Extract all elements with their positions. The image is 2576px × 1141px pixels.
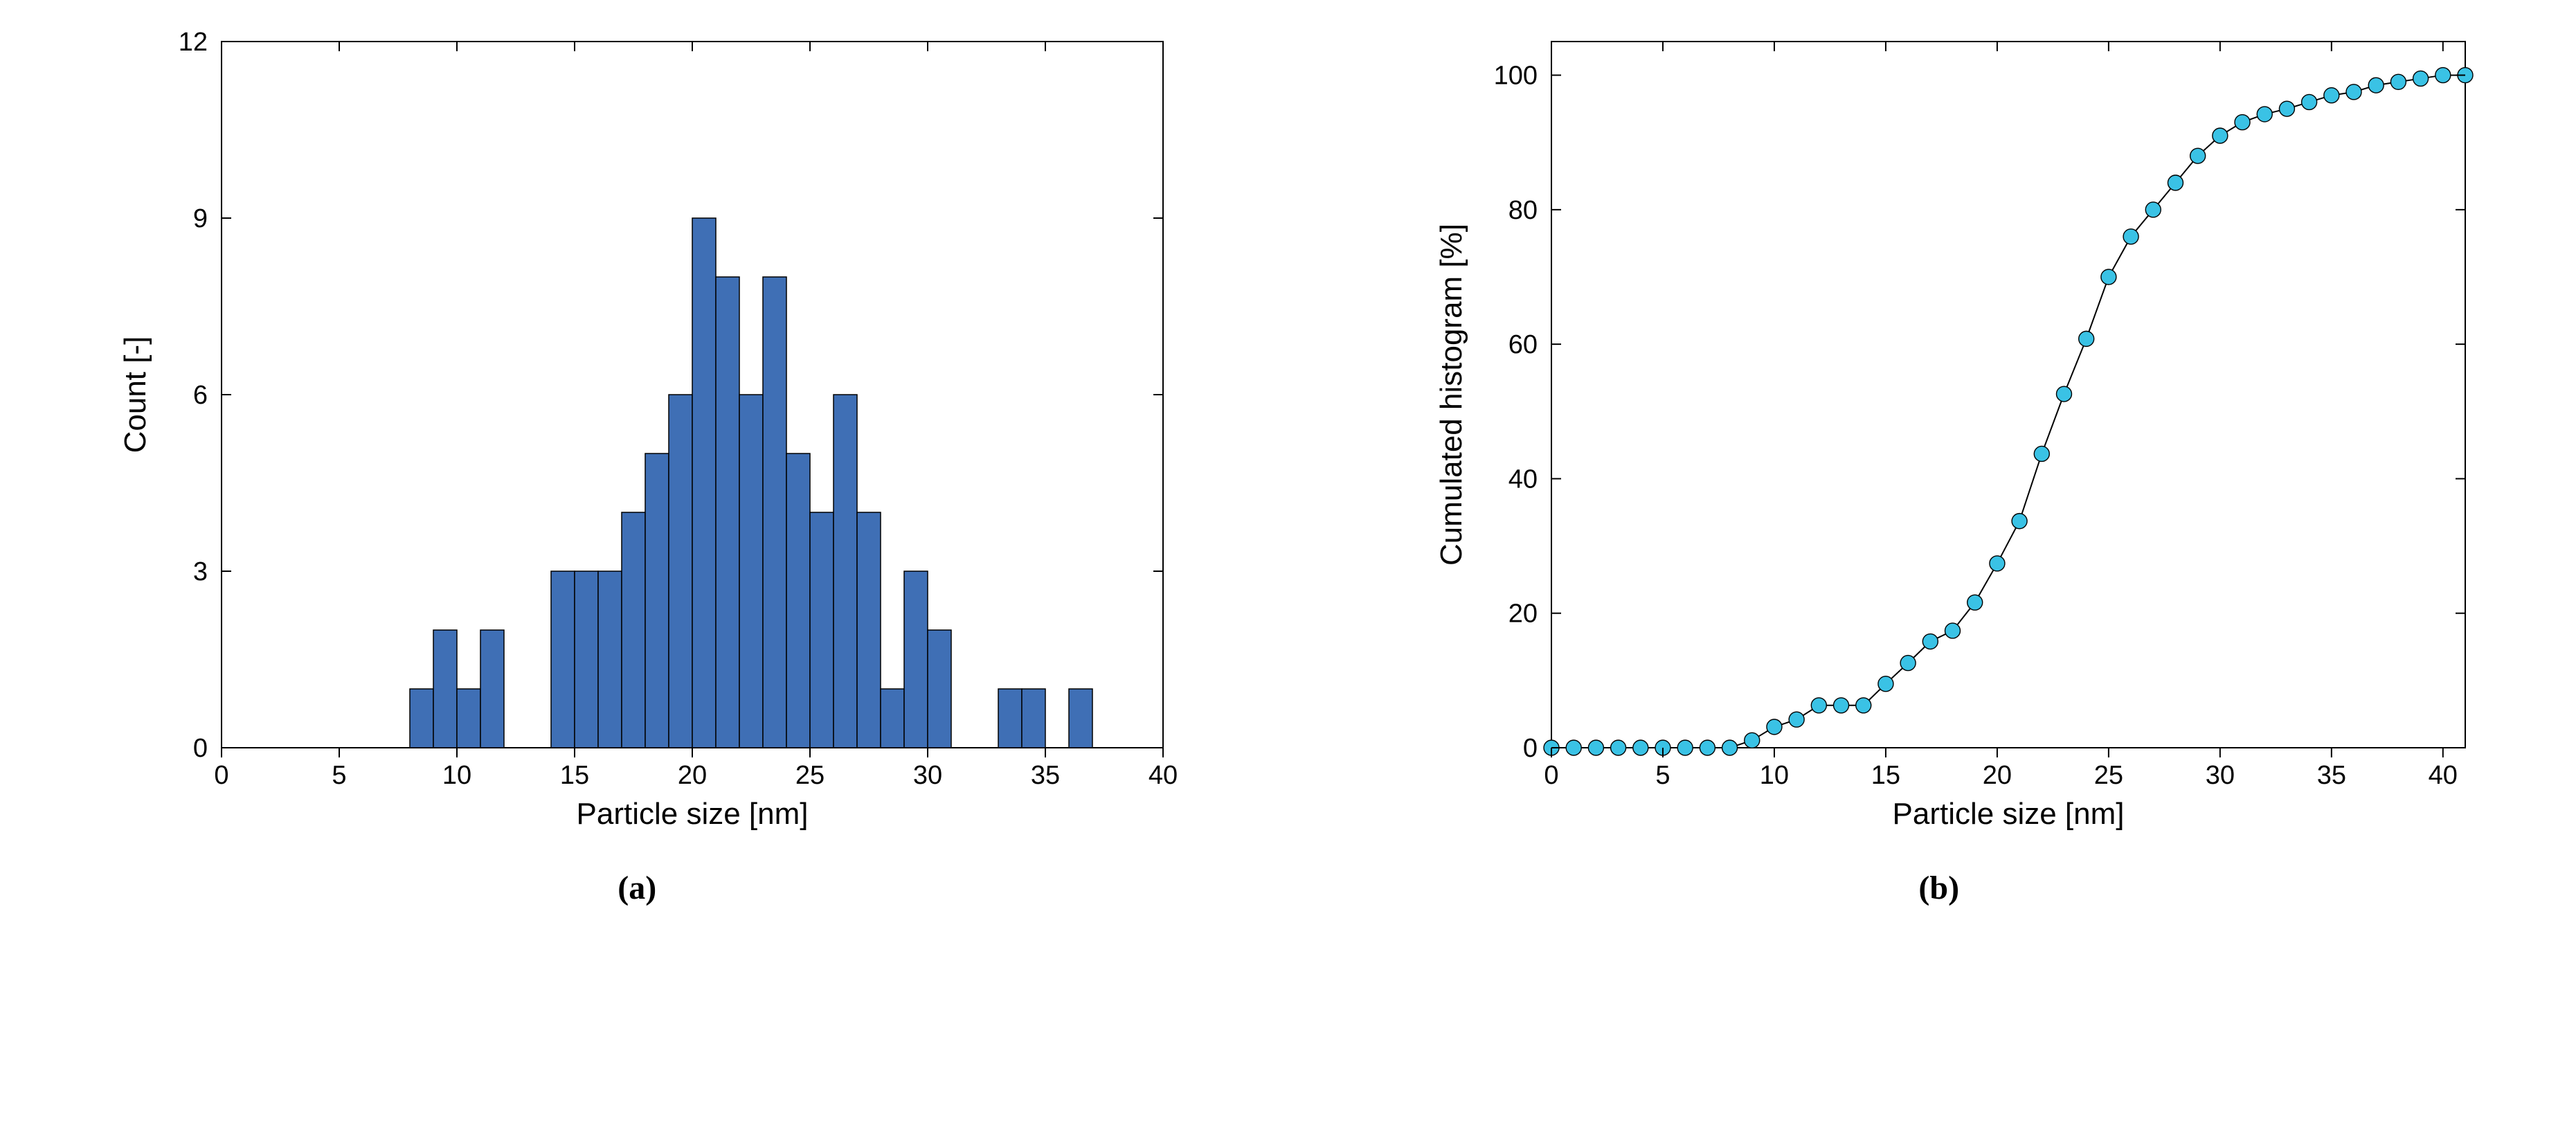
svg-text:5: 5 <box>332 761 347 790</box>
svg-text:60: 60 <box>1508 330 1537 359</box>
svg-text:15: 15 <box>560 761 589 790</box>
histogram-sublabel: (a) <box>618 869 656 907</box>
svg-text:0: 0 <box>215 761 229 790</box>
svg-text:40: 40 <box>2428 761 2457 790</box>
svg-text:30: 30 <box>2205 761 2234 790</box>
svg-text:5: 5 <box>1655 761 1670 790</box>
svg-text:30: 30 <box>913 761 942 790</box>
cumulative-svg: 0 5 10 15 20 25 30 35 40 0 20 40 60 80 100 Particle siz… <box>1385 14 2493 845</box>
svg-text:35: 35 <box>1031 761 1060 790</box>
svg-text:Particle size [nm]: Particle size [nm] <box>577 797 809 831</box>
svg-text:20: 20 <box>678 761 707 790</box>
histogram-panel: 0 5 10 15 20 25 30 35 40 0 3 6 9 12 Particle size [nm]… <box>83 14 1191 907</box>
svg-text:40: 40 <box>1149 761 1178 790</box>
svg-text:0: 0 <box>193 734 208 763</box>
svg-text:6: 6 <box>193 381 208 410</box>
svg-text:10: 10 <box>442 761 471 790</box>
svg-text:Count [-]: Count [-] <box>118 336 152 453</box>
svg-text:15: 15 <box>1871 761 1900 790</box>
svg-text:100: 100 <box>1493 62 1537 91</box>
svg-text:3: 3 <box>193 557 208 586</box>
svg-text:9: 9 <box>193 204 208 233</box>
svg-text:25: 25 <box>795 761 825 790</box>
svg-text:20: 20 <box>1508 600 1537 629</box>
svg-text:0: 0 <box>1544 761 1558 790</box>
histogram-svg: 0 5 10 15 20 25 30 35 40 0 3 6 9 12 Particle size [nm]… <box>83 14 1191 845</box>
svg-text:35: 35 <box>2316 761 2345 790</box>
figure-container: 0 5 10 15 20 25 30 35 40 0 3 6 9 12 Particle size [nm]… <box>14 14 2562 907</box>
histogram-chart: 0 5 10 15 20 25 30 35 40 0 3 6 9 12 Particle size [nm]… <box>83 14 1191 848</box>
svg-text:80: 80 <box>1508 196 1537 225</box>
svg-text:20: 20 <box>1983 761 2012 790</box>
svg-text:Particle size [nm]: Particle size [nm] <box>1892 797 2124 831</box>
cumulative-panel: 0 5 10 15 20 25 30 35 40 0 20 40 60 80 100 Particle siz… <box>1385 14 2493 907</box>
svg-text:12: 12 <box>179 28 208 57</box>
cumulative-sublabel: (b) <box>1918 869 1959 907</box>
svg-text:0: 0 <box>1523 734 1538 763</box>
svg-text:40: 40 <box>1508 465 1537 494</box>
svg-text:25: 25 <box>2093 761 2123 790</box>
svg-text:Cumulated histogram [%]: Cumulated histogram [%] <box>1434 224 1468 566</box>
cumulative-chart: 0 5 10 15 20 25 30 35 40 0 20 40 60 80 100 Particle siz… <box>1385 14 2493 848</box>
svg-text:10: 10 <box>1760 761 1789 790</box>
